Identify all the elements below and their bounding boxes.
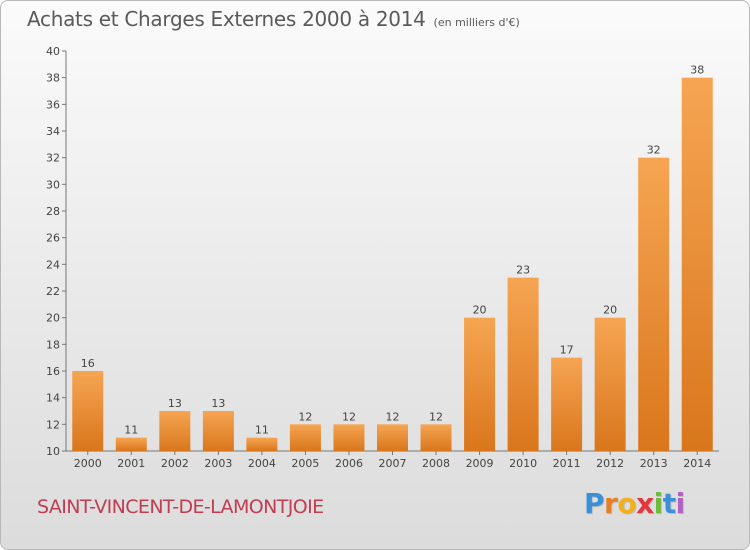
y-tick-label: 24 bbox=[46, 258, 60, 271]
logo-letter: r bbox=[604, 487, 618, 520]
data-label: 16 bbox=[81, 357, 95, 370]
x-tick-label: 2009 bbox=[466, 457, 494, 470]
data-label: 13 bbox=[168, 397, 182, 410]
bar-2009[interactable] bbox=[464, 317, 496, 451]
y-tick-label: 26 bbox=[46, 232, 60, 245]
bar-2007[interactable] bbox=[377, 424, 408, 451]
logo-letter: o bbox=[617, 487, 637, 520]
chart-title-text: Achats et Charges Externes 2000 à 2014 bbox=[27, 7, 426, 31]
x-tick-label: 2012 bbox=[596, 457, 624, 470]
x-tick-label: 2000 bbox=[74, 457, 102, 470]
x-tick-label: 2004 bbox=[248, 457, 276, 470]
y-tick-label: 34 bbox=[46, 125, 60, 138]
data-label: 32 bbox=[647, 144, 661, 157]
chart-bars bbox=[72, 77, 713, 452]
y-tick-label: 18 bbox=[46, 338, 60, 351]
y-tick-label: 22 bbox=[46, 285, 60, 298]
x-tick-label: 2010 bbox=[509, 457, 537, 470]
bar-2008[interactable] bbox=[420, 424, 452, 451]
x-tick-label: 2007 bbox=[379, 457, 407, 470]
data-label: 17 bbox=[560, 344, 574, 357]
bar-2000[interactable] bbox=[72, 371, 104, 451]
bar-2002[interactable] bbox=[159, 411, 191, 451]
commune-name: SAINT-VINCENT-DE-LAMONTJOIE bbox=[37, 496, 324, 518]
data-label: 23 bbox=[516, 264, 530, 277]
y-tick-label: 14 bbox=[46, 392, 60, 405]
bar-2012[interactable] bbox=[594, 317, 626, 451]
proxiti-logo[interactable]: Proxiti bbox=[584, 487, 685, 520]
x-tick-label: 2003 bbox=[204, 457, 232, 470]
bar-2006[interactable] bbox=[333, 424, 365, 451]
y-tick-label: 36 bbox=[46, 98, 60, 111]
y-tick-label: 32 bbox=[46, 152, 60, 165]
bar-2013[interactable] bbox=[638, 157, 670, 451]
data-label: 13 bbox=[211, 397, 225, 410]
y-tick-label: 38 bbox=[46, 72, 60, 85]
bar-2005[interactable] bbox=[289, 424, 321, 451]
x-tick-label: 2001 bbox=[117, 457, 145, 470]
data-label: 20 bbox=[473, 304, 487, 317]
logo-letter: i bbox=[653, 487, 664, 520]
data-label: 11 bbox=[255, 424, 269, 437]
bar-2010[interactable] bbox=[507, 277, 539, 451]
chart-unit: (en milliers d'€) bbox=[433, 16, 520, 29]
y-tick-label: 20 bbox=[46, 312, 60, 325]
chart-axes: 10 12 14 16 18 20 22 24 26 28 30 32 34 36 38 40 2000 2001… bbox=[46, 45, 719, 470]
chart-data-labels: 16 11 13 13 11 12 12 12 12 20 23 17 20 32 38 bbox=[81, 64, 704, 437]
data-label: 12 bbox=[429, 410, 443, 423]
bar-2003[interactable] bbox=[202, 411, 234, 451]
y-tick-label: 12 bbox=[46, 418, 60, 431]
logo-letter: P bbox=[584, 487, 605, 520]
data-label: 20 bbox=[603, 304, 617, 317]
y-tick-label: 16 bbox=[46, 365, 60, 378]
x-tick-label: 2008 bbox=[422, 457, 450, 470]
x-tick-label: 2005 bbox=[291, 457, 319, 470]
data-label: 11 bbox=[124, 424, 138, 437]
bar-chart: 10 12 14 16 18 20 22 24 26 28 30 32 34 36 38 40 2000 2001… bbox=[46, 45, 719, 470]
bar-2014[interactable] bbox=[681, 77, 713, 452]
x-tick-label: 2014 bbox=[683, 457, 711, 470]
data-label: 12 bbox=[386, 410, 400, 423]
x-tick-label: 2013 bbox=[640, 457, 668, 470]
y-tick-label: 10 bbox=[46, 445, 60, 458]
x-tick-label: 2011 bbox=[553, 457, 581, 470]
data-label: 12 bbox=[298, 410, 312, 423]
logo-letter: x bbox=[636, 487, 654, 520]
y-tick-label: 28 bbox=[46, 205, 60, 218]
chart-title: Achats et Charges Externes 2000 à 2014 (e… bbox=[27, 7, 520, 31]
bar-2004[interactable] bbox=[246, 437, 278, 451]
y-tick-label: 40 bbox=[46, 45, 60, 58]
logo-letter: t bbox=[662, 487, 676, 520]
data-label: 12 bbox=[342, 410, 356, 423]
x-tick-label: 2002 bbox=[161, 457, 189, 470]
logo-letter: i bbox=[675, 487, 686, 520]
bar-2011[interactable] bbox=[551, 357, 583, 451]
x-tick-label: 2006 bbox=[335, 457, 363, 470]
data-label: 38 bbox=[690, 64, 704, 77]
y-tick-label: 30 bbox=[46, 178, 60, 191]
bar-2001[interactable] bbox=[115, 437, 147, 451]
